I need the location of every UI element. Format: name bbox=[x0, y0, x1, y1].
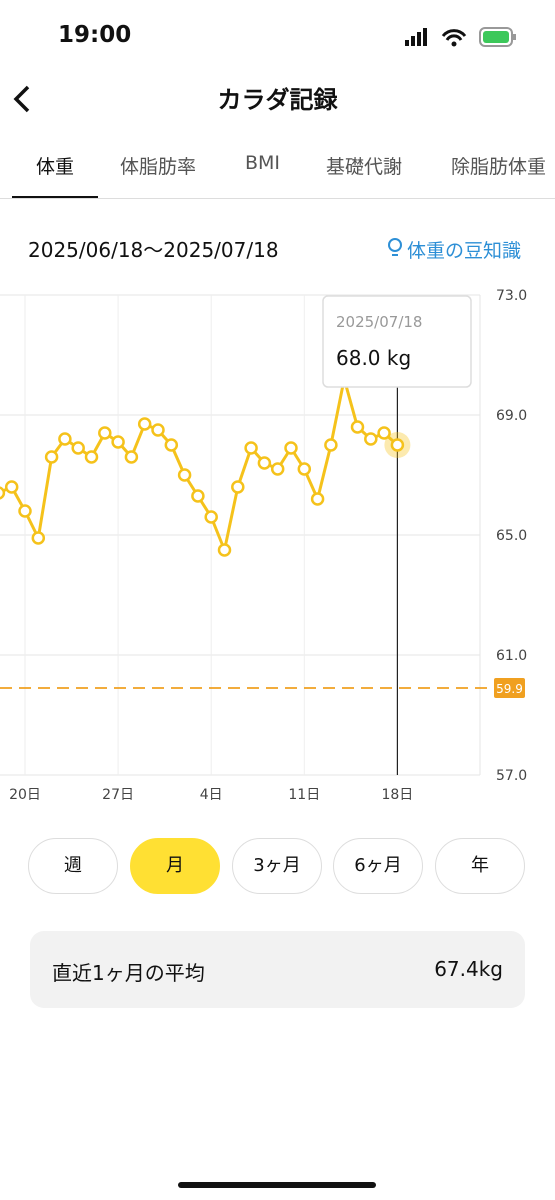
tips-link[interactable]: 体重の豆知識 bbox=[407, 240, 522, 262]
tab[interactable]: 体重 bbox=[12, 152, 99, 198]
point bbox=[164, 438, 179, 452]
range-button[interactable]: 月 bbox=[130, 838, 220, 894]
point bbox=[177, 468, 192, 482]
tooltip bbox=[322, 295, 472, 388]
point bbox=[257, 456, 272, 470]
bulb-icon bbox=[388, 238, 402, 256]
point bbox=[31, 531, 46, 545]
reference-label-bg bbox=[494, 678, 525, 698]
reference-label: 59.9 bbox=[496, 682, 523, 696]
y-tick-label: 61.0 bbox=[496, 648, 527, 664]
x-tick-label: 4日 bbox=[200, 787, 223, 803]
chart: 57.0 61.0 65.0 69.0 73.0 20日 27日 4日 11日 18日 59.9 20… bbox=[0, 288, 527, 803]
tooltip-date: 2025/07/18 bbox=[336, 313, 422, 331]
point bbox=[284, 441, 298, 455]
tab[interactable]: 基礎代謝 bbox=[326, 156, 403, 178]
status-icons bbox=[405, 27, 516, 47]
point bbox=[297, 462, 312, 476]
point bbox=[390, 438, 405, 452]
point bbox=[111, 435, 125, 449]
home-indicator bbox=[178, 1182, 376, 1188]
x-tick-label: 18日 bbox=[381, 787, 413, 803]
point bbox=[204, 510, 218, 524]
tab-bar: 体重 体脂肪率 BMI 基礎代謝 除脂肪体重 bbox=[0, 140, 555, 199]
point bbox=[244, 441, 258, 455]
tab[interactable]: BMI bbox=[245, 152, 281, 174]
point bbox=[364, 432, 378, 446]
status-time: 19:00 bbox=[58, 22, 132, 48]
point bbox=[98, 426, 112, 440]
summary-value: 67.4kg bbox=[434, 957, 503, 981]
x-tick-label: 11日 bbox=[288, 787, 320, 803]
summary-card: 直近1ヶ月の平均 67.4kg bbox=[30, 931, 525, 1008]
x-tick-label: 27日 bbox=[102, 787, 134, 803]
point bbox=[310, 492, 325, 506]
range-button[interactable]: 年 bbox=[435, 838, 525, 894]
tab[interactable]: 除脂肪体重 bbox=[451, 156, 547, 178]
point bbox=[44, 450, 59, 464]
summary-label: 直近1ヶ月の平均 bbox=[52, 961, 205, 985]
point bbox=[231, 480, 245, 494]
point bbox=[270, 462, 285, 476]
date-range: 2025/06/18〜2025/07/18 bbox=[28, 238, 279, 262]
range-button[interactable]: 6ヶ月 bbox=[333, 838, 423, 894]
y-tick-label: 57.0 bbox=[496, 768, 527, 784]
point bbox=[137, 417, 152, 431]
point bbox=[84, 450, 99, 464]
point bbox=[377, 426, 391, 440]
point bbox=[350, 420, 365, 434]
tab[interactable]: 体脂肪率 bbox=[120, 156, 197, 178]
back-button[interactable] bbox=[10, 84, 34, 114]
y-tick-label: 73.0 bbox=[496, 288, 527, 304]
range-button[interactable]: 週 bbox=[28, 838, 118, 894]
weight-line bbox=[0, 377, 399, 552]
point bbox=[58, 432, 72, 446]
tooltip-value: 68.0 kg bbox=[336, 346, 411, 370]
x-tick-label: 20日 bbox=[9, 787, 41, 803]
point bbox=[0, 486, 6, 500]
point bbox=[18, 504, 32, 518]
point bbox=[71, 441, 85, 455]
y-tick-label: 69.0 bbox=[496, 408, 527, 424]
y-tick-label: 65.0 bbox=[496, 528, 527, 544]
screen-title: カラダ記録 bbox=[217, 86, 338, 114]
point bbox=[124, 450, 139, 464]
point bbox=[191, 489, 205, 503]
point bbox=[151, 423, 165, 437]
point bbox=[217, 543, 232, 557]
range-button[interactable]: 3ヶ月 bbox=[232, 838, 322, 894]
point bbox=[4, 480, 19, 494]
point bbox=[324, 438, 338, 452]
